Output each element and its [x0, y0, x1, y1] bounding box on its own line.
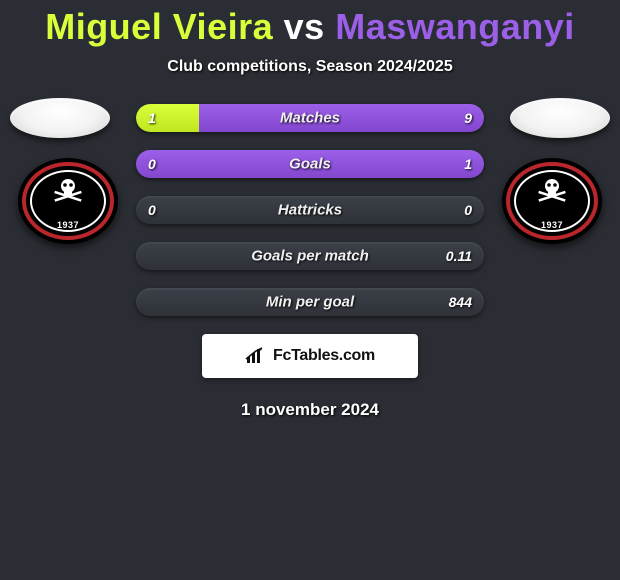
title-player2: Maswanganyi — [335, 6, 575, 47]
brand-box: FcTables.com — [202, 334, 418, 378]
stat-bar: 1 9 Matches — [136, 104, 484, 132]
stat-fill-right — [199, 104, 484, 132]
subtitle: Club competitions, Season 2024/2025 — [0, 58, 620, 76]
stat-bar: 0 1 Goals — [136, 150, 484, 178]
player1-club-badge: 1937 — [18, 158, 118, 244]
stat-value-left: 1 — [148, 110, 156, 126]
stat-label: Hattricks — [278, 202, 342, 219]
stat-value-right: 1 — [464, 156, 472, 172]
date-text: 1 november 2024 — [0, 400, 620, 420]
skull-crossbones-icon — [51, 177, 85, 205]
bar-chart-icon — [245, 347, 267, 365]
title-vs: vs — [284, 6, 325, 47]
comparison-content: 1937 1937 1 9 Matches 0 1 Goals 0 0 Hattricks 0.1… — [0, 104, 620, 420]
club-year-left: 1937 — [57, 220, 79, 230]
stat-label: Min per goal — [266, 294, 354, 311]
page-title: Miguel Vieira vs Maswanganyi — [0, 0, 620, 48]
stat-label: Goals per match — [251, 248, 369, 265]
stat-label: Matches — [280, 110, 340, 127]
stat-fill-left — [136, 104, 199, 132]
stat-value-right: 0.11 — [446, 248, 472, 264]
player2-avatar-placeholder — [510, 98, 610, 138]
stat-bars: 1 9 Matches 0 1 Goals 0 0 Hattricks 0.11 Goals per… — [136, 104, 484, 316]
stat-value-right: 0 — [464, 202, 472, 218]
stat-bar: 0 0 Hattricks — [136, 196, 484, 224]
stat-bar: 844 Min per goal — [136, 288, 484, 316]
stat-bar: 0.11 Goals per match — [136, 242, 484, 270]
stat-label: Goals — [289, 156, 331, 173]
brand-text: FcTables.com — [273, 347, 375, 365]
stat-value-left: 0 — [148, 202, 156, 218]
stat-value-right: 844 — [449, 294, 472, 310]
player2-club-badge: 1937 — [502, 158, 602, 244]
player1-avatar-placeholder — [10, 98, 110, 138]
skull-crossbones-icon — [535, 177, 569, 205]
club-year-right: 1937 — [541, 220, 563, 230]
title-player1: Miguel Vieira — [45, 6, 273, 47]
stat-value-left: 0 — [148, 156, 156, 172]
stat-value-right: 9 — [464, 110, 472, 126]
